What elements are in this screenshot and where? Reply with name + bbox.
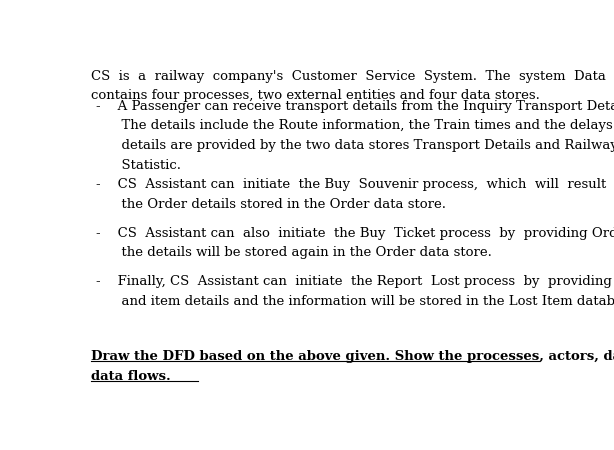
Text: -    Finally, CS  Assistant can  initiate  the Report  Lost process  by  providi: - Finally, CS Assistant can initiate the… xyxy=(96,275,614,288)
Text: The details include the Route information, the Train times and the delays. These: The details include the Route informatio… xyxy=(96,120,614,132)
Text: CS  is  a  railway  company's  Customer  Service  System.  The  system  Data  Fl: CS is a railway company's Customer Servi… xyxy=(91,70,614,83)
Text: the details will be stored again in the Order data store.: the details will be stored again in the … xyxy=(96,246,492,259)
Text: -    CS  Assistant can  also  initiate  the Buy  Ticket process  by  providing O: - CS Assistant can also initiate the Buy… xyxy=(96,226,614,239)
Text: data flows.: data flows. xyxy=(91,370,171,383)
Text: -    A Passenger can receive transport details from the Inquiry Transport Detail: - A Passenger can receive transport deta… xyxy=(96,100,614,113)
Text: Draw the DFD based on the above given. Show the processes, actors, data stores, : Draw the DFD based on the above given. S… xyxy=(91,350,614,363)
Text: Statistic.: Statistic. xyxy=(96,159,181,172)
Text: details are provided by the two data stores Transport Details and Railway  Live: details are provided by the two data sto… xyxy=(96,139,614,152)
Text: and item details and the information will be stored in the Lost Item database.: and item details and the information wil… xyxy=(96,295,614,308)
Text: contains four processes, two external entities and four data stores.: contains four processes, two external en… xyxy=(91,90,540,102)
Text: the Order details stored in the Order data store.: the Order details stored in the Order da… xyxy=(96,198,446,211)
Text: -    CS  Assistant can  initiate  the Buy  Souvenir process,  which  will  resul: - CS Assistant can initiate the Buy Souv… xyxy=(96,178,614,191)
